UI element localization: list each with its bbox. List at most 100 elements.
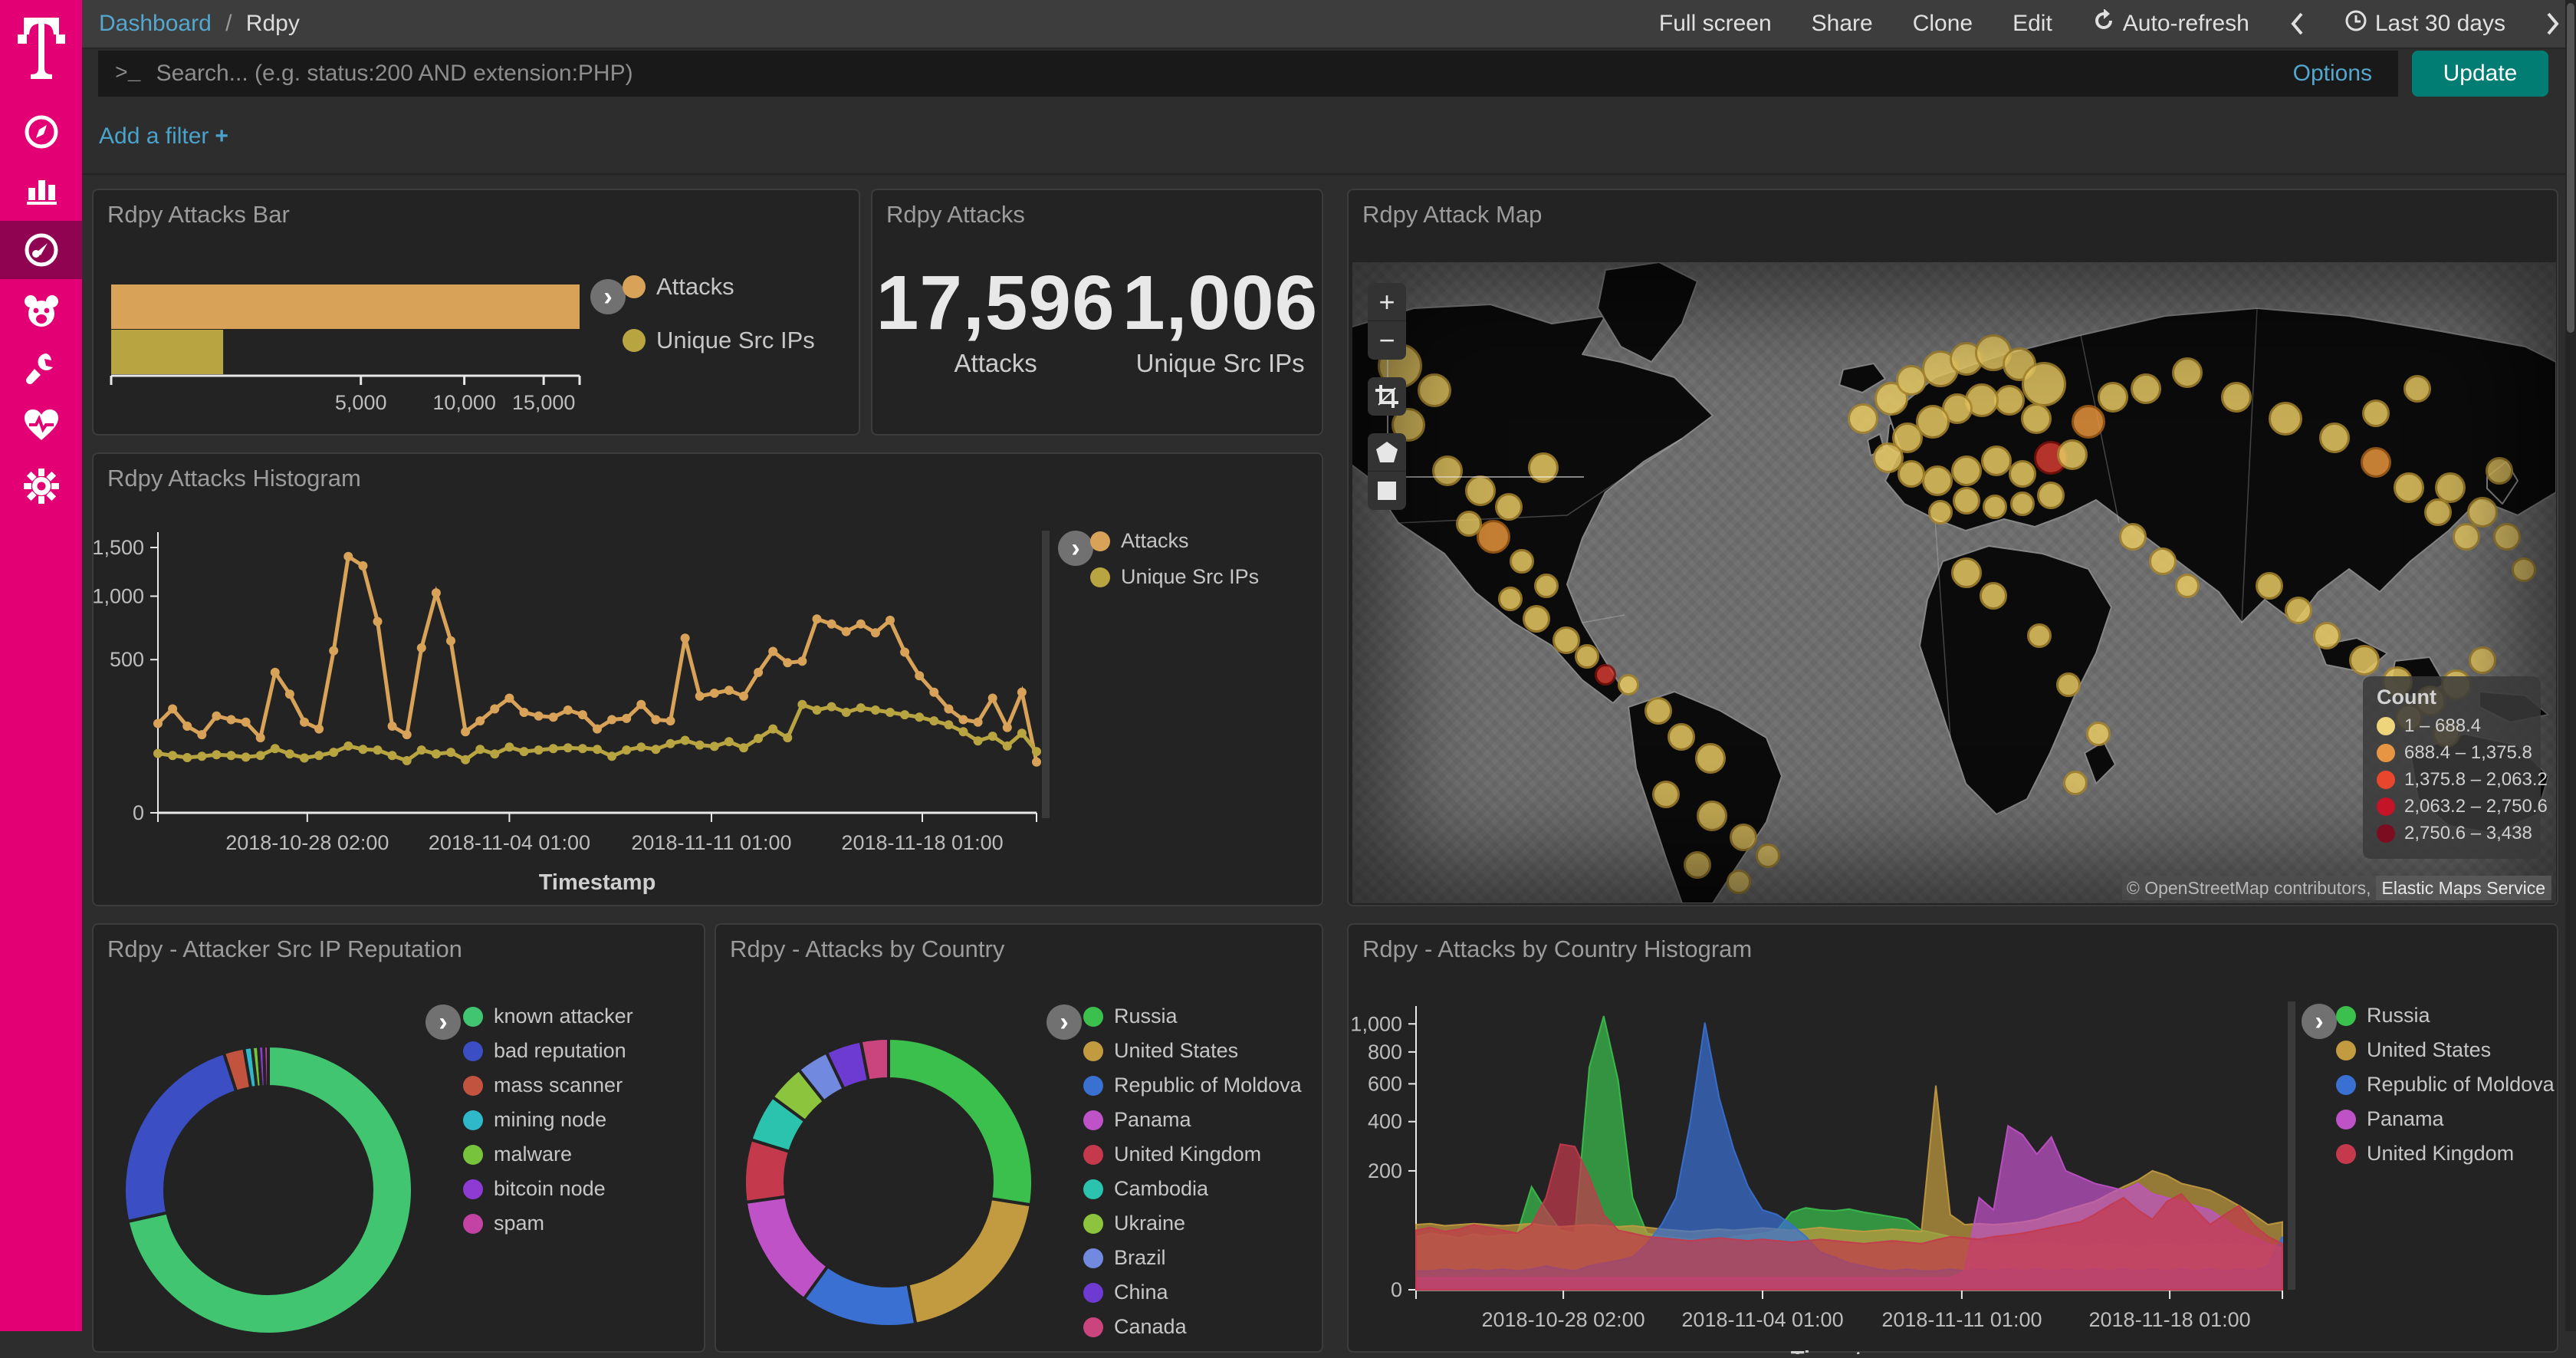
full-screen-button[interactable]: Full screen bbox=[1658, 11, 1772, 36]
legend-item[interactable]: Russia bbox=[2336, 1004, 2555, 1028]
attack-location-circle[interactable] bbox=[2467, 497, 2498, 528]
attack-location-circle[interactable] bbox=[1697, 801, 1727, 831]
attack-location-circle[interactable] bbox=[2349, 645, 2380, 676]
legend-item[interactable]: Attacks bbox=[623, 273, 815, 301]
attack-location-circle[interactable] bbox=[2285, 597, 2312, 624]
attack-location-circle[interactable] bbox=[2256, 572, 2283, 600]
legend-item[interactable]: China bbox=[1083, 1281, 1302, 1304]
auto-refresh-button[interactable]: Auto-refresh bbox=[2092, 8, 2249, 38]
page-scrollbar[interactable] bbox=[2565, 0, 2576, 1331]
attack-location-circle[interactable] bbox=[2424, 498, 2452, 526]
attack-location-circle[interactable] bbox=[1618, 674, 1639, 695]
search-input[interactable] bbox=[154, 60, 2293, 87]
attack-location-circle[interactable] bbox=[1756, 843, 1780, 868]
add-filter-button[interactable]: Add a filter + bbox=[99, 123, 228, 149]
legend-toggle[interactable]: › bbox=[2302, 1004, 2337, 1039]
attack-location-circle[interactable] bbox=[1981, 446, 2012, 476]
sidebar-item-visualize[interactable] bbox=[0, 159, 82, 218]
bar-Unique Src IPs[interactable] bbox=[111, 330, 224, 374]
world-map[interactable]: + − Count 1 – 688.4 688.4 – 1,375.8 1,375.… bbox=[1352, 262, 2556, 903]
attack-location-circle[interactable] bbox=[2021, 403, 2052, 434]
attack-location-circle[interactable] bbox=[1477, 520, 1510, 554]
attack-location-circle[interactable] bbox=[1684, 851, 1711, 879]
attack-location-circle[interactable] bbox=[2175, 574, 2200, 598]
attack-location-circle[interactable] bbox=[2037, 482, 2065, 509]
attack-location-circle[interactable] bbox=[1523, 605, 1550, 633]
legend-item[interactable]: Republic of Moldova bbox=[1083, 1074, 1302, 1097]
time-forward-button[interactable] bbox=[2545, 12, 2561, 36]
sidebar-item-management[interactable] bbox=[0, 457, 82, 515]
attack-location-circle[interactable] bbox=[2086, 722, 2111, 746]
attack-location-circle[interactable] bbox=[2010, 492, 2035, 516]
legend-toggle[interactable]: › bbox=[590, 279, 626, 314]
attack-location-circle[interactable] bbox=[2493, 523, 2521, 551]
sidebar-item-dashboard[interactable] bbox=[0, 221, 82, 279]
legend-item[interactable]: Brazil bbox=[1083, 1246, 1302, 1270]
attack-location-circle[interactable] bbox=[2486, 457, 2513, 485]
attack-location-circle[interactable] bbox=[1495, 493, 1523, 521]
attack-location-circle[interactable] bbox=[2313, 622, 2341, 649]
attack-location-circle[interactable] bbox=[2072, 405, 2105, 439]
attack-location-circle[interactable] bbox=[2172, 357, 2203, 388]
legend-item[interactable]: Republic of Moldova bbox=[2336, 1073, 2555, 1097]
time-back-button[interactable] bbox=[2289, 12, 2305, 36]
attack-location-circle[interactable] bbox=[1983, 495, 2007, 519]
legend-item[interactable]: malware bbox=[463, 1143, 633, 1166]
attack-location-circle[interactable] bbox=[2149, 547, 2177, 575]
attack-location-circle[interactable] bbox=[2319, 423, 2350, 453]
attack-location-circle[interactable] bbox=[1951, 557, 1982, 588]
pie-slice-Russia[interactable] bbox=[887, 1036, 1034, 1207]
rectangle-tool-icon[interactable] bbox=[1368, 472, 1406, 510]
sidebar-item-siem[interactable] bbox=[0, 282, 82, 340]
time-range-picker[interactable]: Last 30 days bbox=[2344, 9, 2505, 38]
pie-slice-United States[interactable] bbox=[905, 1196, 1033, 1327]
attack-location-circle[interactable] bbox=[2361, 447, 2391, 478]
attack-location-circle[interactable] bbox=[1668, 723, 1695, 751]
polygon-tool-icon[interactable] bbox=[1368, 433, 1406, 472]
pie-slice-Panama[interactable] bbox=[744, 1195, 830, 1301]
legend-item[interactable]: Unique Src IPs bbox=[623, 327, 815, 354]
clone-button[interactable]: Clone bbox=[1912, 11, 1973, 36]
attack-location-circle[interactable] bbox=[1534, 574, 1559, 598]
zoom-out-button[interactable]: − bbox=[1378, 324, 1395, 356]
attack-location-circle[interactable] bbox=[1456, 511, 1482, 537]
attack-location-circle[interactable] bbox=[1418, 373, 1451, 407]
legend-item[interactable]: bad reputation bbox=[463, 1039, 633, 1063]
area-series-United Kingdom[interactable] bbox=[1415, 1143, 2283, 1291]
pie-slice-known attacker[interactable] bbox=[126, 1044, 414, 1336]
attack-location-circle[interactable] bbox=[2362, 400, 2390, 427]
attack-location-circle[interactable] bbox=[1575, 644, 1599, 669]
attack-location-circle[interactable] bbox=[2098, 382, 2128, 413]
attack-location-circle[interactable] bbox=[2435, 472, 2466, 503]
legend-item[interactable]: United States bbox=[2336, 1038, 2555, 1062]
attack-location-circle[interactable] bbox=[2453, 523, 2480, 551]
attack-location-circle[interactable] bbox=[2022, 362, 2066, 406]
attack-location-circle[interactable] bbox=[2221, 382, 2252, 413]
attack-location-circle[interactable] bbox=[1980, 582, 2007, 610]
sidebar-item-devtools[interactable] bbox=[0, 339, 82, 397]
legend-item[interactable]: Cambodia bbox=[1083, 1177, 1302, 1201]
attack-location-circle[interactable] bbox=[2057, 439, 2088, 470]
attack-location-circle[interactable] bbox=[1951, 455, 1982, 486]
legend-item[interactable]: Attacks bbox=[1090, 529, 1259, 553]
legend-item[interactable]: Russia bbox=[1083, 1005, 1302, 1028]
attack-location-circle[interactable] bbox=[1727, 870, 1751, 894]
sidebar-item-monitoring[interactable] bbox=[0, 396, 82, 454]
attack-location-circle[interactable] bbox=[2404, 375, 2431, 403]
attack-location-circle[interactable] bbox=[1498, 587, 1523, 611]
options-link[interactable]: Options bbox=[2292, 61, 2372, 86]
pie-slice-spam[interactable] bbox=[262, 1044, 270, 1089]
attack-location-circle[interactable] bbox=[1898, 460, 1925, 488]
pie-slice-bad reputation[interactable] bbox=[123, 1051, 238, 1224]
attack-location-circle[interactable] bbox=[2063, 771, 2088, 795]
legend-item[interactable]: Ukraine bbox=[1083, 1212, 1302, 1235]
attack-location-circle[interactable] bbox=[1432, 455, 1463, 486]
legend-item[interactable]: United States bbox=[1083, 1039, 1302, 1063]
attack-location-circle[interactable] bbox=[2027, 623, 2052, 648]
attack-location-circle[interactable] bbox=[2269, 402, 2302, 436]
legend-item[interactable]: mass scanner bbox=[463, 1074, 633, 1097]
legend-item[interactable]: mining node bbox=[463, 1108, 633, 1132]
attack-location-circle[interactable] bbox=[2512, 557, 2536, 582]
legend-item[interactable]: Panama bbox=[1083, 1108, 1302, 1132]
breadcrumb-dashboard-link[interactable]: Dashboard bbox=[99, 11, 212, 36]
